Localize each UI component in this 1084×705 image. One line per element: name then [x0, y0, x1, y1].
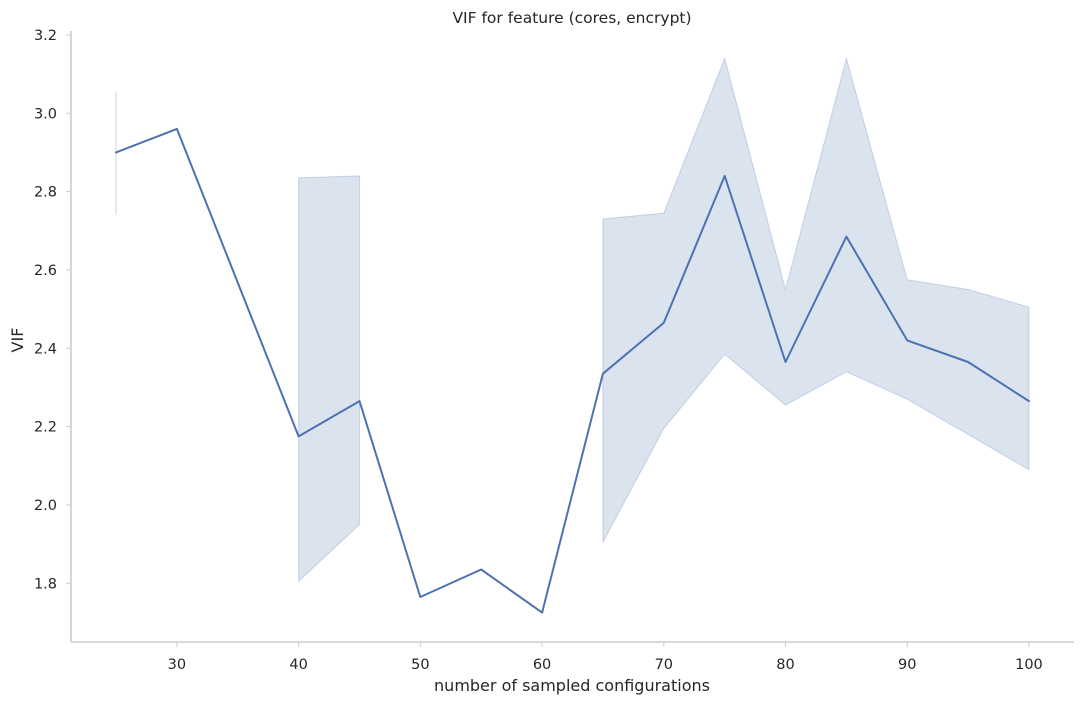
y-tick-label: 2.0: [34, 498, 57, 514]
x-tick-label: 50: [411, 657, 429, 673]
x-axis-label: number of sampled configurations: [434, 676, 710, 695]
x-tick-label: 30: [168, 657, 186, 673]
y-tick-label: 3.2: [34, 28, 57, 44]
x-tick-label: 80: [776, 657, 794, 673]
y-axis-ticks: 1.8 2.0 2.2 2.4 2.6 2.8 3.0 3.2: [34, 28, 71, 592]
y-tick-label: 2.6: [34, 263, 57, 279]
x-axis-ticks: 30 40 50 60 70 80 90 100: [168, 642, 1043, 673]
y-tick-label: 2.8: [34, 185, 57, 201]
x-tick-label: 100: [1015, 657, 1043, 673]
y-tick-label: 2.4: [34, 341, 57, 357]
series-line: [115, 127, 1030, 614]
chart-title: VIF for feature (cores, encrypt): [452, 9, 691, 27]
series-lines: [115, 127, 1030, 614]
y-tick-label: 3.0: [34, 106, 57, 122]
ci-band: [298, 175, 360, 583]
x-tick-label: 90: [898, 657, 916, 673]
x-tick-label: 60: [533, 657, 551, 673]
y-axis-label: VIF: [8, 328, 27, 353]
y-tick-label: 1.8: [34, 576, 57, 592]
x-tick-label: 70: [655, 657, 673, 673]
y-tick-label: 2.2: [34, 420, 57, 436]
x-tick-label: 40: [289, 657, 307, 673]
